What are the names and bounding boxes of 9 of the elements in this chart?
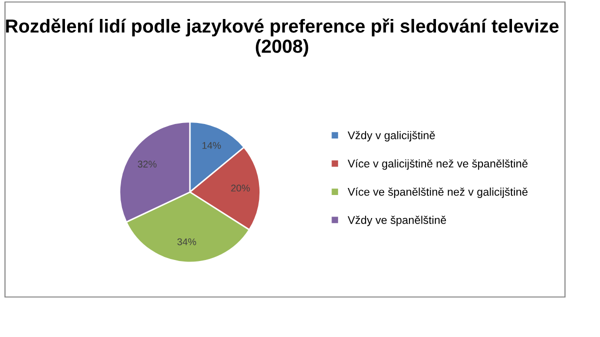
data-label: 20% — [231, 184, 250, 192]
data-label: 32% — [138, 160, 157, 168]
chart-title: Rozdělení lidí podle jazykové preference při sledování televize (2008) — [6, 18, 559, 57]
legend-label: Vždy ve španělštině — [348, 216, 446, 226]
data-label: 34% — [177, 238, 196, 246]
legend-label: Vždy v galicijštině — [348, 131, 435, 142]
legend-label: Více ve španělštině než v galicijštině — [348, 188, 528, 198]
legend-label: Více v galicijštině než ve španělštině — [348, 159, 528, 170]
data-label: 14% — [202, 142, 221, 149]
